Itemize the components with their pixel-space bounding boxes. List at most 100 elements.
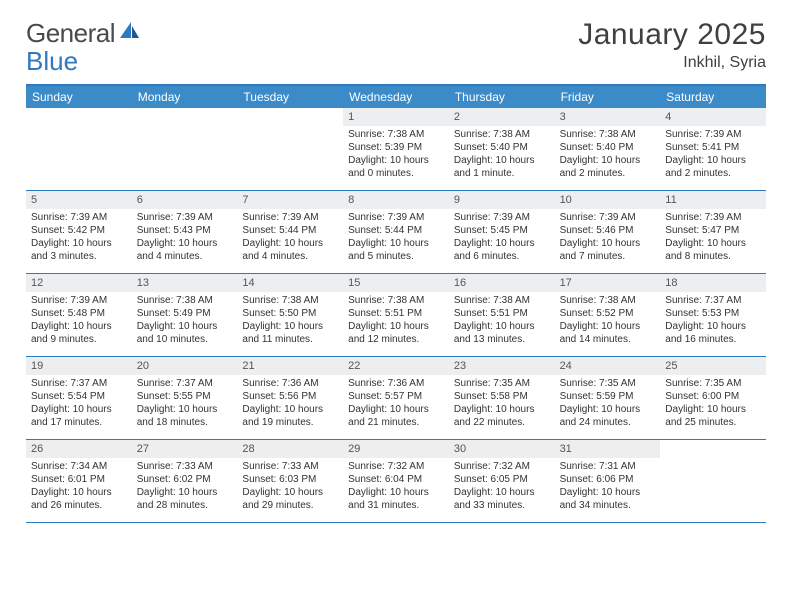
- calendar-day-cell: 19Sunrise: 7:37 AMSunset: 5:54 PMDayligh…: [26, 357, 132, 439]
- day-detail: [132, 126, 238, 132]
- calendar-day-cell: 2Sunrise: 7:38 AMSunset: 5:40 PMDaylight…: [449, 108, 555, 190]
- day-detail: Sunrise: 7:36 AMSunset: 5:57 PMDaylight:…: [343, 375, 449, 433]
- calendar-day-cell: 30Sunrise: 7:32 AMSunset: 6:05 PMDayligh…: [449, 440, 555, 522]
- day-detail: [237, 126, 343, 132]
- calendar-week-row: 12Sunrise: 7:39 AMSunset: 5:48 PMDayligh…: [26, 274, 766, 357]
- weekday-header-cell: Monday: [132, 86, 238, 108]
- day-number: 6: [132, 191, 238, 209]
- day-detail: Sunrise: 7:38 AMSunset: 5:52 PMDaylight:…: [555, 292, 661, 350]
- calendar-day-cell: 7Sunrise: 7:39 AMSunset: 5:44 PMDaylight…: [237, 191, 343, 273]
- calendar-day-cell: 8Sunrise: 7:39 AMSunset: 5:44 PMDaylight…: [343, 191, 449, 273]
- day-detail: Sunrise: 7:38 AMSunset: 5:40 PMDaylight:…: [555, 126, 661, 184]
- day-detail: Sunrise: 7:39 AMSunset: 5:47 PMDaylight:…: [660, 209, 766, 267]
- day-detail: Sunrise: 7:32 AMSunset: 6:05 PMDaylight:…: [449, 458, 555, 516]
- title-block: January 2025 Inkhil, Syria: [578, 18, 766, 72]
- day-number: 25: [660, 357, 766, 375]
- day-number: 10: [555, 191, 661, 209]
- calendar-week-row: 26Sunrise: 7:34 AMSunset: 6:01 PMDayligh…: [26, 440, 766, 523]
- day-detail: Sunrise: 7:38 AMSunset: 5:39 PMDaylight:…: [343, 126, 449, 184]
- calendar-day-cell: 20Sunrise: 7:37 AMSunset: 5:55 PMDayligh…: [132, 357, 238, 439]
- day-detail: Sunrise: 7:39 AMSunset: 5:44 PMDaylight:…: [343, 209, 449, 267]
- day-detail: [660, 458, 766, 464]
- day-detail: Sunrise: 7:36 AMSunset: 5:56 PMDaylight:…: [237, 375, 343, 433]
- calendar-day-cell: 21Sunrise: 7:36 AMSunset: 5:56 PMDayligh…: [237, 357, 343, 439]
- day-detail: Sunrise: 7:38 AMSunset: 5:40 PMDaylight:…: [449, 126, 555, 184]
- day-number: 29: [343, 440, 449, 458]
- day-detail: Sunrise: 7:38 AMSunset: 5:49 PMDaylight:…: [132, 292, 238, 350]
- calendar-day-cell: [132, 108, 238, 190]
- weekday-header-cell: Saturday: [660, 86, 766, 108]
- calendar-day-cell: 23Sunrise: 7:35 AMSunset: 5:58 PMDayligh…: [449, 357, 555, 439]
- day-number: 13: [132, 274, 238, 292]
- day-number: 30: [449, 440, 555, 458]
- day-detail: [26, 126, 132, 132]
- day-number: 24: [555, 357, 661, 375]
- day-detail: Sunrise: 7:35 AMSunset: 6:00 PMDaylight:…: [660, 375, 766, 433]
- calendar-day-cell: [660, 440, 766, 522]
- calendar-week-row: 5Sunrise: 7:39 AMSunset: 5:42 PMDaylight…: [26, 191, 766, 274]
- location-label: Inkhil, Syria: [578, 54, 766, 72]
- weekday-header-cell: Wednesday: [343, 86, 449, 108]
- day-number: [660, 440, 766, 458]
- day-number: [132, 108, 238, 126]
- calendar-day-cell: 6Sunrise: 7:39 AMSunset: 5:43 PMDaylight…: [132, 191, 238, 273]
- calendar-day-cell: 15Sunrise: 7:38 AMSunset: 5:51 PMDayligh…: [343, 274, 449, 356]
- day-detail: Sunrise: 7:39 AMSunset: 5:43 PMDaylight:…: [132, 209, 238, 267]
- day-number: 18: [660, 274, 766, 292]
- calendar-day-cell: 13Sunrise: 7:38 AMSunset: 5:49 PMDayligh…: [132, 274, 238, 356]
- calendar-day-cell: 28Sunrise: 7:33 AMSunset: 6:03 PMDayligh…: [237, 440, 343, 522]
- day-detail: Sunrise: 7:39 AMSunset: 5:45 PMDaylight:…: [449, 209, 555, 267]
- calendar-week-row: 19Sunrise: 7:37 AMSunset: 5:54 PMDayligh…: [26, 357, 766, 440]
- day-number: 2: [449, 108, 555, 126]
- weekday-header-cell: Friday: [555, 86, 661, 108]
- calendar-day-cell: 14Sunrise: 7:38 AMSunset: 5:50 PMDayligh…: [237, 274, 343, 356]
- page-header: General January 2025 Inkhil, Syria: [0, 0, 792, 76]
- calendar-day-cell: 5Sunrise: 7:39 AMSunset: 5:42 PMDaylight…: [26, 191, 132, 273]
- calendar-day-cell: 3Sunrise: 7:38 AMSunset: 5:40 PMDaylight…: [555, 108, 661, 190]
- calendar-day-cell: 4Sunrise: 7:39 AMSunset: 5:41 PMDaylight…: [660, 108, 766, 190]
- calendar-day-cell: 24Sunrise: 7:35 AMSunset: 5:59 PMDayligh…: [555, 357, 661, 439]
- day-number: 20: [132, 357, 238, 375]
- day-number: 4: [660, 108, 766, 126]
- weekday-header-cell: Sunday: [26, 86, 132, 108]
- day-number: 16: [449, 274, 555, 292]
- day-number: 7: [237, 191, 343, 209]
- day-number: 14: [237, 274, 343, 292]
- day-number: 26: [26, 440, 132, 458]
- weekday-header-cell: Thursday: [449, 86, 555, 108]
- day-detail: Sunrise: 7:38 AMSunset: 5:51 PMDaylight:…: [343, 292, 449, 350]
- day-detail: Sunrise: 7:33 AMSunset: 6:02 PMDaylight:…: [132, 458, 238, 516]
- day-number: 23: [449, 357, 555, 375]
- calendar-week-row: 1Sunrise: 7:38 AMSunset: 5:39 PMDaylight…: [26, 108, 766, 191]
- day-number: 31: [555, 440, 661, 458]
- day-detail: Sunrise: 7:35 AMSunset: 5:59 PMDaylight:…: [555, 375, 661, 433]
- calendar-day-cell: [26, 108, 132, 190]
- day-detail: Sunrise: 7:39 AMSunset: 5:46 PMDaylight:…: [555, 209, 661, 267]
- weeks-container: 1Sunrise: 7:38 AMSunset: 5:39 PMDaylight…: [26, 108, 766, 523]
- calendar-table: SundayMondayTuesdayWednesdayThursdayFrid…: [26, 84, 766, 523]
- day-number: 5: [26, 191, 132, 209]
- brand-sail-icon: [119, 20, 141, 40]
- calendar-day-cell: 31Sunrise: 7:31 AMSunset: 6:06 PMDayligh…: [555, 440, 661, 522]
- day-detail: Sunrise: 7:38 AMSunset: 5:50 PMDaylight:…: [237, 292, 343, 350]
- calendar-day-cell: 1Sunrise: 7:38 AMSunset: 5:39 PMDaylight…: [343, 108, 449, 190]
- calendar-day-cell: 16Sunrise: 7:38 AMSunset: 5:51 PMDayligh…: [449, 274, 555, 356]
- day-detail: Sunrise: 7:39 AMSunset: 5:41 PMDaylight:…: [660, 126, 766, 184]
- day-number: 11: [660, 191, 766, 209]
- day-number: 28: [237, 440, 343, 458]
- day-detail: Sunrise: 7:39 AMSunset: 5:44 PMDaylight:…: [237, 209, 343, 267]
- month-title: January 2025: [578, 18, 766, 52]
- day-detail: Sunrise: 7:32 AMSunset: 6:04 PMDaylight:…: [343, 458, 449, 516]
- day-number: 8: [343, 191, 449, 209]
- day-number: 3: [555, 108, 661, 126]
- day-number: 17: [555, 274, 661, 292]
- day-detail: Sunrise: 7:37 AMSunset: 5:54 PMDaylight:…: [26, 375, 132, 433]
- calendar-day-cell: 17Sunrise: 7:38 AMSunset: 5:52 PMDayligh…: [555, 274, 661, 356]
- day-number: 12: [26, 274, 132, 292]
- calendar-day-cell: [237, 108, 343, 190]
- day-number: 9: [449, 191, 555, 209]
- day-number: [26, 108, 132, 126]
- calendar-day-cell: 18Sunrise: 7:37 AMSunset: 5:53 PMDayligh…: [660, 274, 766, 356]
- brand-logo: General: [26, 18, 141, 49]
- brand-word-1: General: [26, 18, 115, 49]
